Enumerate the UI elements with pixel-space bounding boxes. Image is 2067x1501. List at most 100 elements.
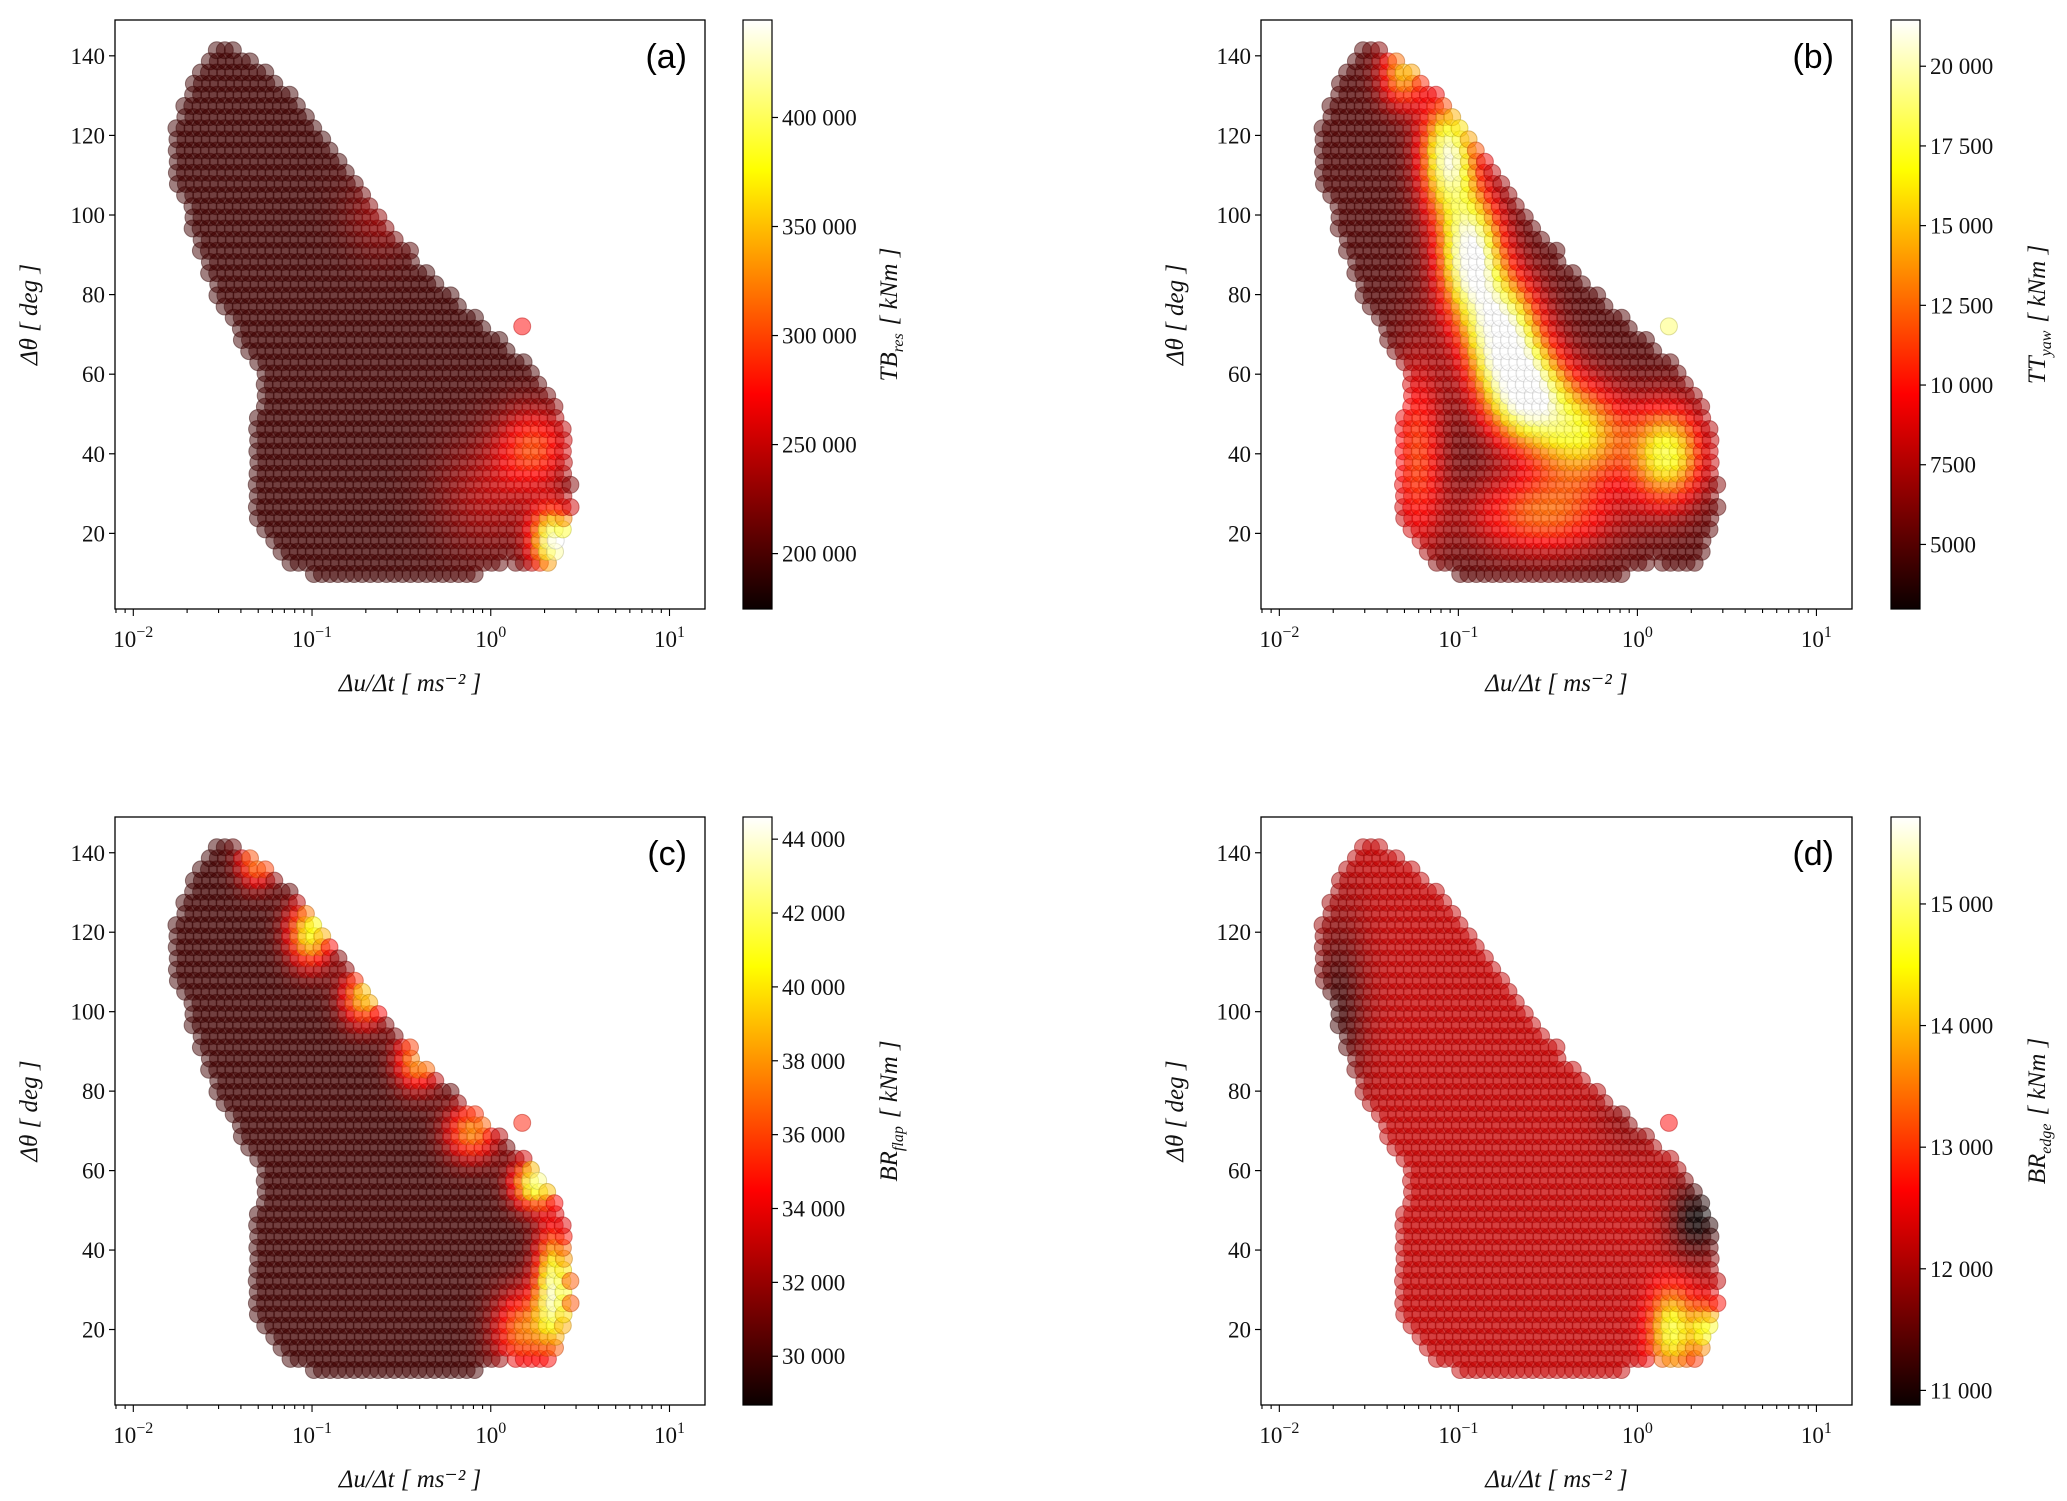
colorbar-tick-label: 34 000 <box>782 1197 845 1222</box>
plot-frame <box>114 19 706 610</box>
y-tick-label: 140 <box>71 44 106 69</box>
x-tick-label: 10−2 <box>113 624 153 652</box>
x-tick-exponent: 1 <box>677 1420 685 1437</box>
x-tick-base: 10 <box>654 627 677 652</box>
y-tick-label: 60 <box>82 362 105 387</box>
x-axis-label: Δu/Δt [ ms⁻² ] <box>1484 670 1627 697</box>
y-tick-label: 80 <box>82 283 105 308</box>
y-tick-label: 100 <box>1217 203 1252 228</box>
x-tick-base: 10 <box>1622 627 1645 652</box>
data-point <box>561 498 580 517</box>
colorbar-tick-label: 42 000 <box>782 901 845 926</box>
x-axis-label: Δu/Δt [ ms⁻² ] <box>338 1466 481 1493</box>
scatter-points <box>167 838 580 1379</box>
colorbar-tick-label: 20 000 <box>1930 54 1993 79</box>
x-tick-exponent: −1 <box>315 624 332 641</box>
colorbar-label: BRflap [ kNm ] <box>876 1040 907 1181</box>
colorbar-label-sub: res <box>890 333 907 352</box>
colorbar-tick-label: 40 000 <box>782 975 845 1000</box>
colorbar-label-main: TB <box>876 352 903 381</box>
y-tick-label: 80 <box>1228 283 1251 308</box>
x-tick-exponent: 0 <box>1645 624 1653 641</box>
data-point <box>545 1194 564 1213</box>
colorbar-tick-label: 7500 <box>1930 453 1976 478</box>
x-tick-base: 10 <box>292 1423 315 1448</box>
x-tick-base: 10 <box>654 1423 677 1448</box>
colorbar-tick-label: 15 000 <box>1930 214 1993 239</box>
colorbar-tick-label: 36 000 <box>782 1123 845 1148</box>
scatter-points <box>1313 838 1727 1379</box>
colorbar-label-sub: flap <box>890 1126 907 1151</box>
x-tick-base: 10 <box>475 627 498 652</box>
x-tick-label: 101 <box>654 624 685 652</box>
data-point <box>401 241 419 260</box>
x-tick-exponent: −2 <box>136 624 153 641</box>
colorbar-label-unit: [ kNm ] <box>876 1040 903 1118</box>
y-tick-label: 80 <box>82 1079 105 1104</box>
y-tick-label: 60 <box>82 1159 105 1184</box>
x-tick-exponent: 0 <box>498 1420 506 1437</box>
data-point <box>561 1272 580 1290</box>
colorbar-tick-label: 300 000 <box>782 324 857 349</box>
y-tick-label: 140 <box>1217 44 1252 69</box>
data-point <box>553 420 572 439</box>
plot-frame <box>114 816 706 1406</box>
y-tick-label: 100 <box>71 203 106 228</box>
colorbar-tick-label: 10 000 <box>1930 373 1993 398</box>
y-axis-label: Δθ [ deg ] <box>1162 264 1189 366</box>
scatter-points <box>1313 41 1727 583</box>
y-tick-label: 60 <box>1228 362 1251 387</box>
x-tick-exponent: 1 <box>677 624 685 641</box>
data-point <box>401 1038 419 1057</box>
data-point <box>1659 317 1678 336</box>
colorbar-tick-label: 17 500 <box>1930 134 1993 159</box>
x-tick-exponent: −1 <box>315 1420 332 1437</box>
y-tick-label: 20 <box>1228 521 1251 546</box>
y-tick-label: 20 <box>82 1318 105 1343</box>
y-axis-label: Δθ [ deg ] <box>16 264 43 366</box>
x-tick-exponent: −2 <box>136 1420 153 1437</box>
y-tick-label: 40 <box>1228 442 1251 467</box>
y-tick-label: 40 <box>82 442 105 467</box>
colorbar-gradient <box>1890 19 1921 610</box>
colorbar-tick-label: 400 000 <box>782 105 857 130</box>
panel-label: (c) <box>647 835 687 873</box>
data-point <box>1547 241 1566 260</box>
colorbar-label-unit: [ kNm ] <box>876 248 903 326</box>
x-tick-label: 10−1 <box>292 624 332 652</box>
x-tick-label: 100 <box>475 624 506 652</box>
colorbar-label-main: TT <box>2024 354 2051 384</box>
colorbar-tick-label: 200 000 <box>782 542 857 567</box>
data-point <box>513 1113 532 1132</box>
x-tick-base: 10 <box>292 627 315 652</box>
panel-label: (b) <box>1792 38 1834 76</box>
colorbar-label: TBres [ kNm ] <box>876 248 907 382</box>
colorbar-tick-label: 12 500 <box>1930 293 1993 318</box>
y-tick-label: 40 <box>82 1238 105 1263</box>
data-point <box>553 1216 572 1235</box>
data-point <box>513 317 532 336</box>
data-point <box>561 475 580 494</box>
data-point <box>1708 498 1727 517</box>
x-tick-base: 10 <box>1438 627 1461 652</box>
y-tick-label: 140 <box>71 841 106 866</box>
x-tick-exponent: 0 <box>498 624 506 641</box>
x-tick-label: 101 <box>1801 624 1832 652</box>
data-point <box>545 397 564 416</box>
panel-label: (a) <box>645 38 687 76</box>
x-tick-exponent: −1 <box>1461 624 1478 641</box>
colorbar-label-unit: [ kNm ] <box>2024 245 2051 323</box>
data-point <box>1700 420 1719 439</box>
data-point <box>1708 475 1727 494</box>
colorbar-label-main: BR <box>876 1151 903 1182</box>
y-tick-label: 20 <box>82 521 105 546</box>
y-axis-label: Δθ [ deg ] <box>16 1060 43 1162</box>
data-point <box>561 1294 580 1313</box>
